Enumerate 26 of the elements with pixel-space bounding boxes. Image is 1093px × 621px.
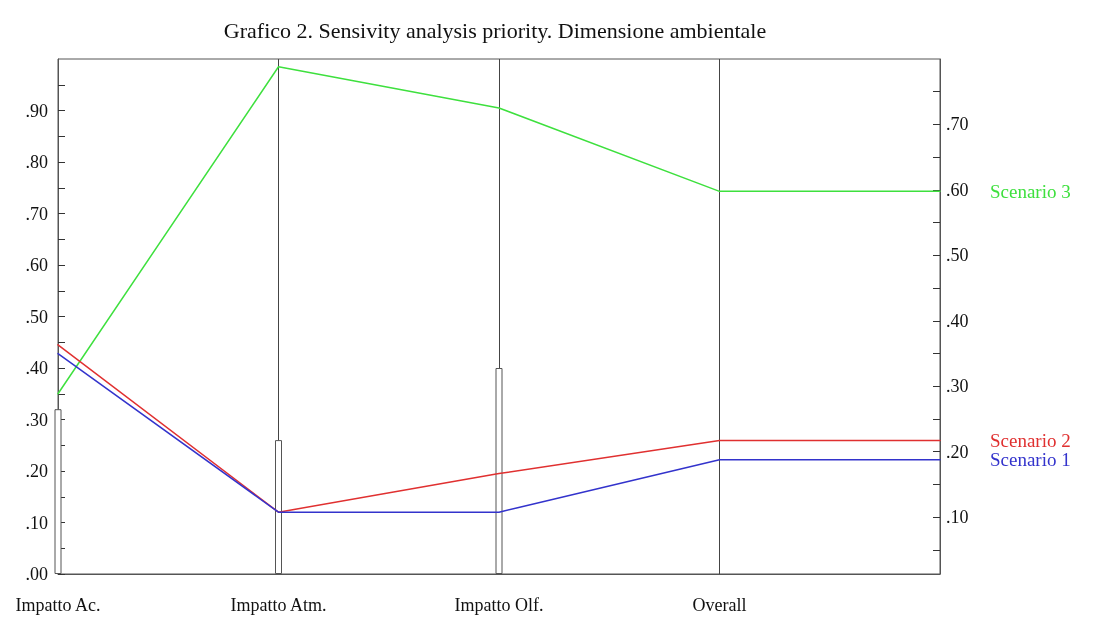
y2-tick-label: .70	[946, 114, 969, 135]
line-series	[57, 65, 941, 395]
y-tick-label: .60	[25, 255, 48, 275]
y-tick-label: .80	[25, 152, 48, 172]
text: Scenario 1	[990, 449, 1071, 471]
chart-title: Grafico 2. Sensivity analysis priority. Dimensione ambientale	[223, 17, 767, 43]
y-tick-label: .20	[25, 461, 48, 481]
x-tick-label: Impatto Ac.	[15, 595, 101, 615]
y2-tick-label: .20	[946, 441, 969, 462]
text: Scenario 2	[990, 430, 1071, 452]
y-tick-label: .00	[25, 564, 48, 584]
y2-tick-label: .50	[946, 245, 969, 266]
y-tick-label: .10	[25, 512, 48, 533]
y2-tick-label: .10	[946, 507, 969, 528]
y2-tick-label: .30	[946, 376, 969, 397]
y2-tick-label: .40	[946, 310, 969, 331]
x-tick-label: Overall	[692, 595, 747, 615]
y-tick-label: .40	[25, 358, 48, 378]
y-tick-label: .70	[25, 203, 48, 224]
x-tick-label: Impatto Olf.	[454, 595, 544, 615]
x-tick-label: Impatto Atm.	[230, 595, 327, 615]
text: Scenario 3	[990, 180, 1071, 202]
y-tick-label: .50	[25, 306, 48, 327]
y-tick-label: .30	[25, 409, 48, 430]
y2-tick-label: .60	[946, 179, 969, 200]
y-tick-label: .90	[25, 100, 48, 121]
